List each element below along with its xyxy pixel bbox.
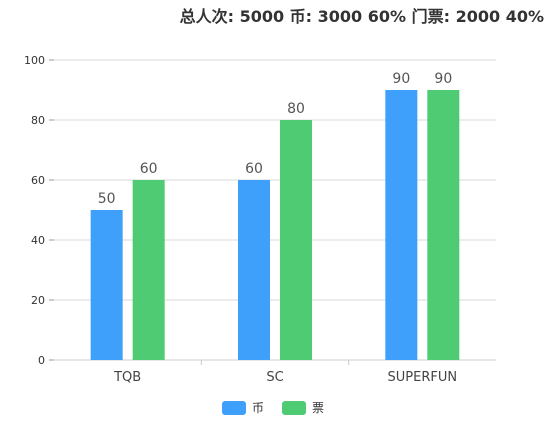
bar-sc-series-2[interactable] [280, 120, 312, 360]
bar-superfun-series-2[interactable] [427, 90, 460, 360]
x-category-label: SUPERFUN [388, 370, 458, 385]
bars [90, 90, 460, 360]
bar-sc-series-1[interactable] [238, 180, 270, 360]
y-tick-label: 0 [38, 354, 45, 367]
legend-item-series-2[interactable]: 票 [282, 401, 324, 415]
bar-tqb-series-1[interactable] [90, 210, 123, 360]
bar-superfun-series-1[interactable] [385, 90, 418, 360]
legend: 币票 [222, 401, 324, 415]
data-label: 50 [98, 191, 116, 207]
y-tick-label: 20 [31, 294, 45, 307]
legend-swatch [222, 401, 246, 415]
axes: 0 20 40 60 80 100 TQB SC SUPERFUN [24, 54, 496, 385]
data-label: 80 [287, 101, 305, 117]
data-label: 90 [434, 71, 452, 87]
y-tick-label: 100 [24, 54, 45, 67]
legend-label: 票 [312, 401, 324, 415]
x-category-label: SC [266, 370, 283, 385]
data-label: 60 [245, 161, 263, 177]
y-tick-label: 80 [31, 114, 45, 127]
x-category-label: TQB [113, 370, 141, 385]
legend-swatch [282, 401, 306, 415]
data-label: 90 [392, 71, 410, 87]
bar-tqb-series-2[interactable] [132, 180, 165, 360]
y-tick-label: 40 [31, 234, 45, 247]
chart-title: 总人次: 5000 币: 3000 60% 门票: 2000 40% [179, 7, 544, 26]
grid-lines [54, 59, 496, 301]
legend-item-series-1[interactable]: 币 [222, 401, 264, 415]
data-labels: 50 60 60 80 90 90 [98, 71, 452, 207]
y-tick-label: 60 [31, 174, 45, 187]
legend-label: 币 [252, 401, 264, 415]
data-label: 60 [140, 161, 158, 177]
